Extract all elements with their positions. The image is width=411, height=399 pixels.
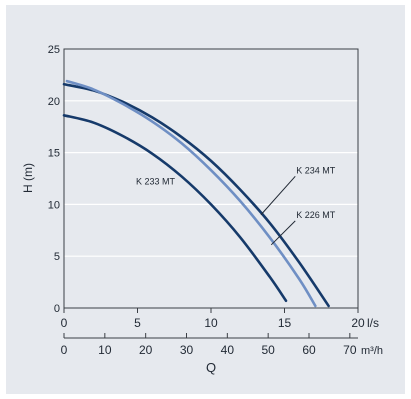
y-tick-label: 0	[54, 303, 60, 315]
y-tick-label: 10	[48, 199, 60, 211]
curve-annotations: K 233 MT K 234 MT K 226 MT	[136, 165, 336, 246]
y-tick-label: 20	[48, 96, 60, 108]
curve-k-226-mt	[65, 79, 317, 308]
x2-tick-label: 10	[98, 343, 112, 357]
x2-tick-label: 20	[139, 343, 153, 357]
x2-tick-label: 40	[221, 343, 235, 357]
x-unit-secondary: m³/h	[361, 345, 383, 357]
axis-tick-labels: 0 5 10 15 20 25 0 5 10 15 20 0 10 20 30 40 50 60 70	[48, 44, 365, 357]
x-tick-label: 0	[61, 316, 68, 330]
curve-annotation: K 234 MT	[296, 165, 336, 175]
plot-frame	[63, 48, 359, 309]
curve-annotation: K 233 MT	[136, 177, 176, 187]
x-axis-label: Q	[206, 360, 216, 375]
curves	[62, 79, 330, 308]
x-tick-label: 5	[134, 316, 141, 330]
curve-k-233-mt	[62, 114, 288, 303]
x2-tick-label: 50	[261, 343, 275, 357]
grid-lines	[64, 100, 358, 257]
x-tick-label: 15	[278, 316, 292, 330]
y-tick-label: 5	[54, 251, 60, 263]
x-tick-label: 20	[351, 316, 365, 330]
axis-ticks	[63, 308, 359, 339]
annotation-leader	[260, 175, 296, 216]
curve-annotation: K 226 MT	[296, 210, 336, 220]
x-tick-label: 10	[204, 316, 218, 330]
x-unit-primary: l/s	[367, 316, 379, 330]
y-axis-label: H (m)	[21, 163, 35, 193]
y-tick-label: 25	[48, 44, 60, 56]
x2-tick-label: 70	[343, 343, 357, 357]
x2-tick-label: 30	[180, 343, 194, 357]
curve-k-234-mt	[62, 82, 330, 308]
y-tick-label: 15	[48, 148, 60, 160]
annotation-leader	[270, 220, 296, 246]
x2-tick-label: 60	[302, 343, 316, 357]
x2-tick-label: 0	[61, 343, 68, 357]
